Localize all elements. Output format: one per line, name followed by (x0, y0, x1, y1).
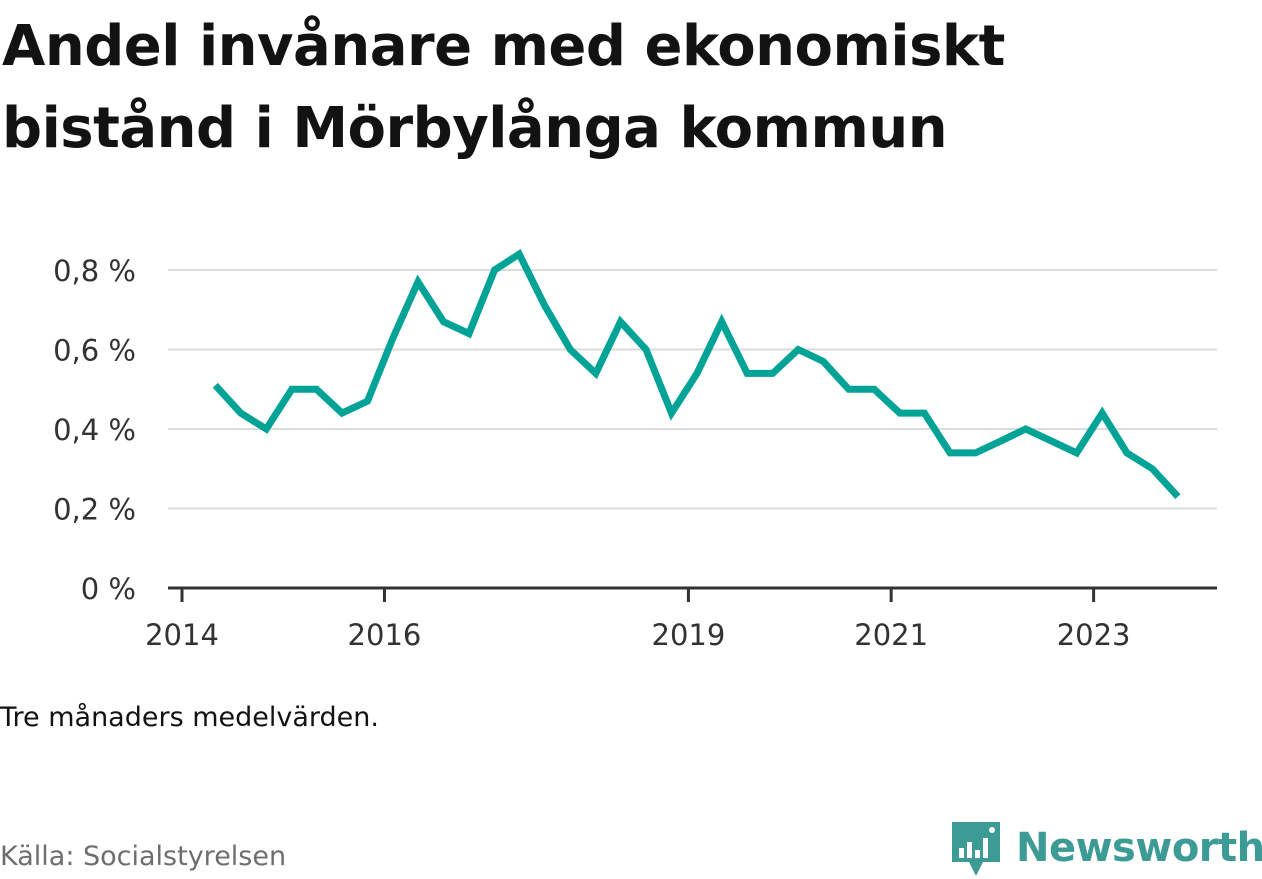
data-point (1174, 493, 1181, 500)
data-point (288, 386, 295, 393)
data-point (567, 346, 574, 353)
x-tick-label: 2016 (348, 618, 422, 652)
data-point (313, 386, 320, 393)
y-tick-label: 0,8 % (53, 254, 136, 288)
y-tick-label: 0,2 % (53, 493, 136, 527)
data-point (1073, 449, 1080, 456)
data-point (466, 330, 473, 337)
data-series (212, 249, 1181, 500)
data-point (1048, 437, 1055, 444)
data-point (263, 426, 270, 433)
data-point (896, 410, 903, 417)
data-point (744, 370, 751, 377)
data-point (921, 410, 928, 417)
chart-note: Tre månaders medelvärden. (0, 702, 379, 733)
chart-title: Andel invånare med ekonomiskt bistånd i … (2, 14, 1005, 161)
data-point (718, 318, 725, 325)
data-point (845, 386, 852, 393)
x-tick-label: 2021 (854, 618, 928, 652)
data-point (769, 370, 776, 377)
data-point (364, 398, 371, 405)
data-point (643, 346, 650, 353)
data-point (871, 386, 878, 393)
data-point (491, 267, 498, 274)
data-point (237, 410, 244, 417)
data-point (617, 318, 624, 325)
series-line (212, 249, 1181, 499)
brand-logo: Newsworthy (950, 818, 1262, 878)
data-point (972, 449, 979, 456)
data-point (440, 318, 447, 325)
data-point (1123, 449, 1130, 456)
y-axis-tick-labels: 0 % 0,2 % 0,4 % 0,6 % 0,8 % (53, 254, 136, 606)
data-point (516, 251, 523, 258)
gridlines (168, 269, 1217, 510)
y-tick-label: 0,6 % (53, 334, 136, 368)
data-point (1022, 426, 1029, 433)
data-point (820, 358, 827, 365)
data-point (390, 334, 397, 341)
y-tick-label: 0,4 % (53, 413, 136, 447)
data-point (1149, 465, 1156, 472)
data-point (947, 449, 954, 456)
y-tick-label: 0 % (81, 572, 136, 606)
data-point (795, 346, 802, 353)
x-axis: 2014 2016 2019 2021 2023 (145, 586, 1217, 652)
data-point (592, 370, 599, 377)
data-point (212, 382, 219, 389)
x-tick-label: 2014 (145, 618, 219, 652)
newsworthy-logo-icon (952, 822, 1000, 876)
data-point (1099, 410, 1106, 417)
x-tick-label: 2023 (1057, 618, 1131, 652)
data-point (694, 370, 701, 377)
data-point (541, 302, 548, 309)
data-point (415, 278, 422, 285)
data-point (998, 437, 1005, 444)
brand-name: Newsworthy (1016, 825, 1262, 871)
data-point (668, 410, 675, 417)
source-credit: Källa: Socialstyrelsen (0, 841, 287, 872)
data-point (339, 410, 346, 417)
x-tick-label: 2019 (652, 618, 726, 652)
